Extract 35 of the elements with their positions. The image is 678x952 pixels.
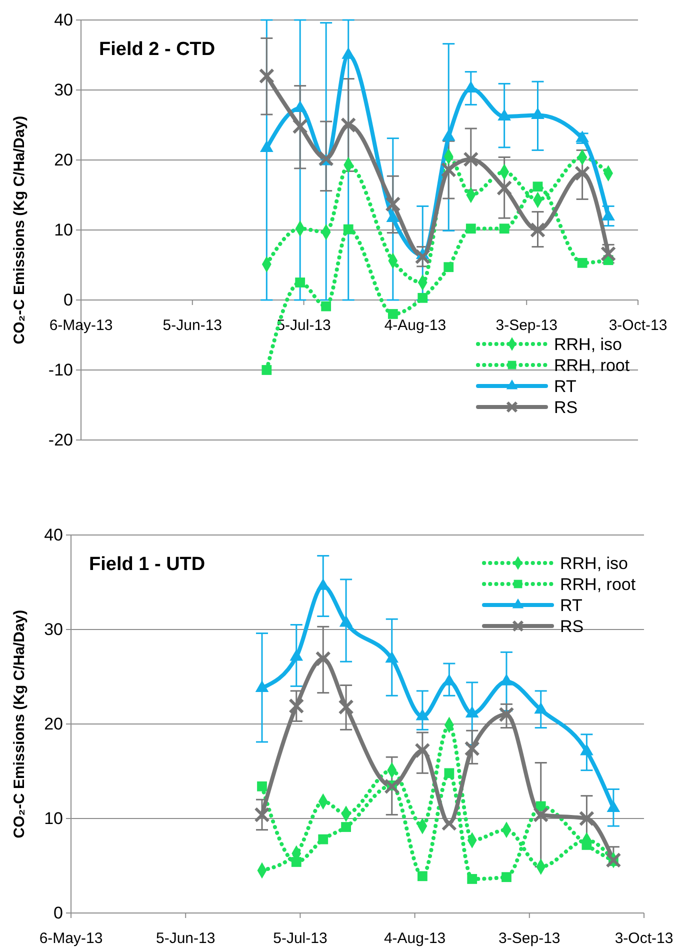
y-tick-label: 0 [64,290,73,310]
y-axis-title: CO₂-C Emissions (Kg C/Ha/Day) [11,610,28,838]
text: Field 1 - UTD [89,554,206,575]
x-tick-label: 3-Oct-13 [614,930,674,947]
x-tick-label: 6-May-13 [49,316,113,334]
y-tick-label: 0 [54,903,63,922]
legend-label: RRH, iso [554,335,622,354]
x-tick-label: 3-Sep-13 [498,930,560,947]
legend-label: RT [554,377,576,396]
x-tick-label: 5-Jun-13 [162,316,222,334]
y-tick-label: 20 [54,150,73,170]
y-tick-label: 40 [54,10,73,30]
x-tick-label: 6-May-13 [39,930,103,947]
x-tick-label: 5-Jun-13 [156,930,216,947]
y-tick-label: -20 [48,430,73,450]
y-tick-label: 30 [44,620,63,639]
y-tick-label: 10 [44,808,63,828]
y-tick-label: 20 [44,714,63,734]
x-tick-label: 4-Aug-13 [384,316,446,334]
x-tick-label: 4-Aug-13 [384,930,446,947]
y-tick-label: 40 [44,525,63,544]
legend-label: RRH, root [560,575,636,594]
x-tick-label: 3-Oct-13 [608,316,668,334]
y-axis-title: CO₂-C Emissions (Kg C/Ha/Day) [11,116,28,344]
legend-label: RRH, root [554,356,630,375]
y-tick-label: -10 [48,360,73,380]
text: Field 2 - CTD [99,39,216,60]
x-tick-label: 3-Sep-13 [496,316,558,334]
y-tick-label: 30 [54,80,73,100]
legend-label: RT [560,596,582,615]
legend-label: RS [554,398,578,417]
legend-label: RS [560,617,584,636]
y-tick-label: 10 [54,220,73,240]
x-tick-label: 5-Jul-13 [273,930,328,947]
legend-label: RRH, iso [560,554,628,573]
